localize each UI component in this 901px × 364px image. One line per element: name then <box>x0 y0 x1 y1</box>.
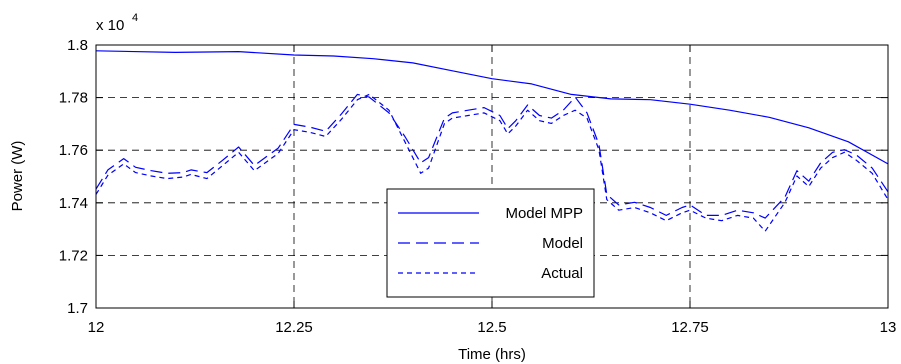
y-tick-label: 1.74 <box>59 195 88 212</box>
y-tick-label: 1.8 <box>67 37 88 54</box>
y-tick-label: 1.7 <box>67 300 88 317</box>
legend-label-actual: Actual <box>541 265 583 282</box>
y-multiplier-label: x 10 <box>96 17 124 34</box>
series-line-actual <box>95 93 889 232</box>
x-tick-label: 12.25 <box>275 319 313 336</box>
y-axis-title: Power (W) <box>9 141 26 212</box>
x-tick-label: 12 <box>88 319 105 336</box>
x-axis-title: Time (hrs) <box>458 346 526 363</box>
legend-label-model: Model <box>542 235 583 252</box>
series-line-model <box>95 93 889 219</box>
legend-label-model-mpp: Model MPP <box>505 205 583 222</box>
x-tick-label: 12.75 <box>671 319 709 336</box>
axis-ticks: 12 12.25 12.5 12.75 13 1.7 1.72 1.74 1.76 1.78 1.8 <box>59 37 897 336</box>
x-tick-label: 13 <box>880 319 897 336</box>
y-tick-label: 1.78 <box>59 90 88 107</box>
series-line-model-mpp <box>95 50 889 165</box>
x-tick-label: 12.5 <box>477 319 506 336</box>
y-tick-label: 1.76 <box>59 142 88 159</box>
y-multiplier-exponent: 4 <box>132 12 138 24</box>
y-tick-label: 1.72 <box>59 247 88 264</box>
legend: Model MPP Model Actual <box>386 188 595 298</box>
series-lines <box>95 50 889 232</box>
